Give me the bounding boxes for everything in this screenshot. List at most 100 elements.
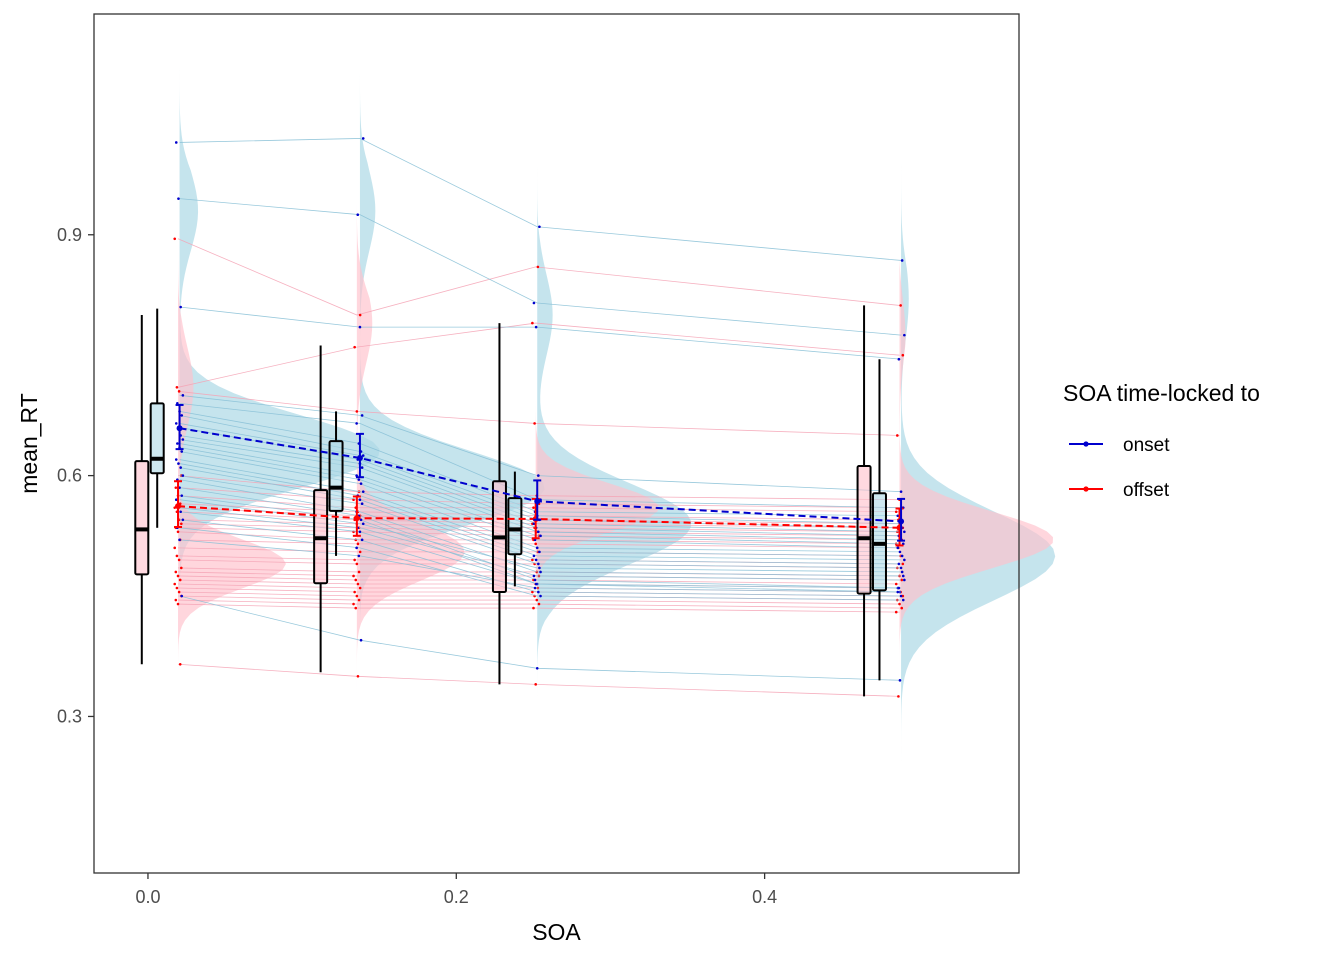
subject-line-offset-25 <box>178 599 900 609</box>
subject-point-onset-0-2 <box>538 225 541 229</box>
subject-point-onset-22-3 <box>903 578 906 582</box>
subject-point-offset-15-3 <box>901 562 905 566</box>
panel-border <box>93 13 1020 874</box>
axes-layer: 0.0 0.2 0.4 0.3 0.6 0.9 <box>57 225 777 907</box>
subject-point-onset-11-2 <box>539 534 542 538</box>
subject-line-offset-0 <box>177 238 900 316</box>
subject-line-offset-10 <box>178 523 900 537</box>
subject-point-onset-10-2 <box>537 530 540 534</box>
subject-point-offset-15-2 <box>531 558 534 562</box>
subject-point-onset-2-2 <box>534 325 538 329</box>
subject-point-onset-13-3 <box>898 550 902 554</box>
subject-line-onset-14 <box>179 459 902 557</box>
subject-point-onset-27-3 <box>898 679 902 682</box>
subject-line-onset-17 <box>179 475 902 569</box>
subject-point-onset-2-1 <box>358 325 362 329</box>
subject-point-onset-1-2 <box>532 301 536 305</box>
subject-point-onset-18-2 <box>539 570 542 574</box>
box-onset-3 <box>328 440 344 512</box>
subject-point-onset-23-2 <box>534 582 538 586</box>
subject-point-onset-14-1 <box>361 490 365 493</box>
subject-point-onset-16-3 <box>897 562 901 566</box>
box-offset-6 <box>856 464 872 595</box>
mean-point-onset-0 <box>176 425 183 432</box>
subject-point-offset-0-0 <box>173 237 177 241</box>
subject-point-onset-4-1 <box>355 422 358 425</box>
subject-line-onset-3 <box>179 394 902 493</box>
box-onset-5 <box>507 497 523 556</box>
subject-point-onset-5-3 <box>896 514 900 518</box>
subject-point-offset-2-2 <box>533 422 536 425</box>
subject-point-onset-11-0 <box>176 442 179 445</box>
subject-point-onset-25-3 <box>901 598 905 602</box>
subject-point-onset-17-0 <box>181 474 185 477</box>
subject-point-offset-17-1 <box>357 570 361 574</box>
subject-line-onset-12 <box>179 447 902 549</box>
subject-line-onset-11 <box>179 443 902 545</box>
subject-point-offset-27-1 <box>356 675 360 678</box>
density-layer <box>178 58 1056 837</box>
subject-point-onset-24-1 <box>360 538 364 542</box>
subject-line-offset-3 <box>177 475 900 501</box>
subject-point-offset-22-2 <box>531 590 534 594</box>
subject-point-onset-21-2 <box>538 566 541 570</box>
subject-point-onset-3-2 <box>537 474 540 477</box>
subject-line-onset-13 <box>179 451 902 553</box>
x-axis-title: SOA <box>532 919 581 945</box>
density-offset-6 <box>535 242 659 805</box>
legend: SOA time-locked to onset offset <box>1063 380 1260 501</box>
subject-point-onset-18-3 <box>901 574 905 578</box>
y-tick-label-1: 0.6 <box>57 466 82 486</box>
subject-point-onset-14-0 <box>174 458 178 461</box>
subject-point-offset-19-0 <box>176 574 180 578</box>
subject-point-onset-12-3 <box>896 546 900 550</box>
subject-point-offset-27-3 <box>897 695 900 698</box>
subject-line-onset-22 <box>179 507 902 581</box>
subject-line-onset-15 <box>179 463 902 561</box>
mean-point-onset-3 <box>898 518 905 525</box>
subject-line-onset-6 <box>179 415 902 525</box>
subject-point-onset-27-1 <box>359 638 363 642</box>
subject-point-onset-21-0 <box>174 498 178 502</box>
subject-point-offset-24-2 <box>535 598 539 602</box>
subject-point-offset-16-1 <box>355 562 359 566</box>
subject-point-onset-6-0 <box>180 414 184 417</box>
density-onset-2 <box>537 146 692 709</box>
subject-point-onset-16-2 <box>534 558 538 562</box>
box-offset-0 <box>134 460 150 576</box>
subject-point-onset-0-1 <box>361 137 365 140</box>
subject-line-onset-2 <box>179 306 902 360</box>
subject-point-offset-18-1 <box>352 574 355 578</box>
subject-point-offset-19-3 <box>894 582 898 586</box>
subject-line-offset-12 <box>178 531 900 545</box>
mean-point-offset-1 <box>353 515 360 522</box>
subject-point-onset-22-2 <box>532 574 536 578</box>
subject-point-onset-10-1 <box>360 466 364 469</box>
subject-line-onset-0 <box>179 138 902 261</box>
box-onset-1 <box>149 402 165 475</box>
subject-point-offset-2-3 <box>896 434 899 437</box>
subject-line-offset-4 <box>177 487 900 509</box>
mean-line-offset <box>177 505 900 529</box>
subject-point-offset-26-2 <box>532 606 535 610</box>
boxplot-layer <box>134 305 887 697</box>
subject-point-offset-10-0 <box>180 522 183 526</box>
subject-point-offset-17-0 <box>180 566 183 570</box>
subject-point-onset-23-0 <box>179 510 182 514</box>
subject-point-onset-26-1 <box>357 554 361 558</box>
subject-point-onset-21-1 <box>361 522 365 526</box>
subject-line-onset-16 <box>179 467 902 565</box>
subject-point-onset-15-0 <box>177 462 180 465</box>
subject-point-onset-1-3 <box>903 333 906 337</box>
density-offset-7 <box>899 258 1053 781</box>
subject-line-offset-1 <box>177 322 900 388</box>
subject-point-onset-24-3 <box>899 594 903 598</box>
subject-line-offset-2 <box>177 390 900 436</box>
mean-point-onset-2 <box>534 498 541 505</box>
subject-line-offset-26 <box>178 603 900 613</box>
subject-point-onset-16-1 <box>358 498 362 502</box>
subject-point-offset-1-3 <box>901 353 905 357</box>
subject-point-onset-17-2 <box>537 562 540 566</box>
subject-point-onset-17-1 <box>360 502 364 506</box>
